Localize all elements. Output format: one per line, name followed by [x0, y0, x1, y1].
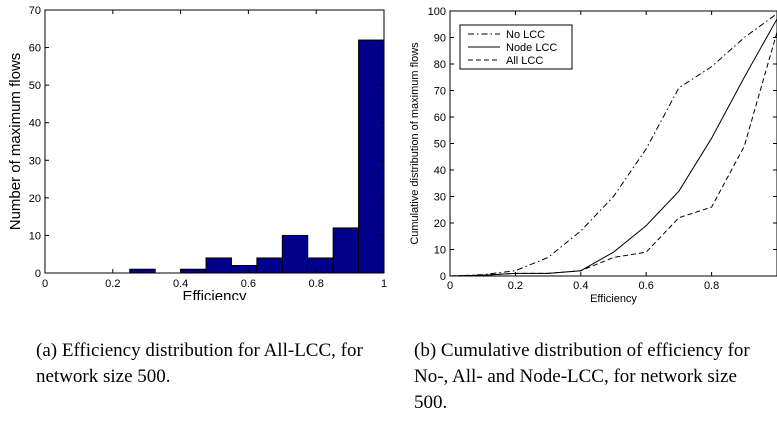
y-tick-label: 20 [434, 218, 446, 230]
y-tick-label: 30 [434, 192, 446, 204]
x-axis-label: Efficiency [183, 288, 247, 300]
y-tick-label: 50 [29, 80, 41, 92]
histogram-bar [256, 257, 283, 274]
y-tick-label: 40 [29, 118, 41, 130]
legend-label: All LCC [506, 55, 543, 67]
y-tick-label: 70 [29, 5, 41, 17]
x-tick-label: 0.6 [241, 278, 256, 290]
x-tick-label: 0.8 [704, 280, 719, 292]
y-axis-label: Number of maximum flows [7, 53, 24, 231]
histogram-bar [358, 39, 385, 274]
x-tick-label: 0.8 [309, 278, 324, 290]
series-line-node-lcc [449, 18, 777, 277]
x-tick-label: 0.2 [105, 278, 120, 290]
caption-b: (b) Cumulative distribution of efficienc… [414, 340, 750, 413]
histogram-bar [205, 257, 232, 274]
cumulative-distribution-chart: 0 0.2 0.4 0.6 0.8 0 10 20 30 40 50 60 70 80 90 100 Effic… [395, 0, 777, 320]
x-axis-label: Efficiency [590, 293, 637, 305]
cumulative-distribution-svg: 0 0.2 0.4 0.6 0.8 0 10 20 30 40 50 60 70 80 90 100 Effic… [409, 6, 777, 305]
x-tick-label: 0.4 [573, 280, 588, 292]
histogram-bar [230, 264, 258, 274]
histogram-bar [281, 234, 309, 274]
series-line-all-lcc [449, 32, 777, 277]
histogram-bar [332, 227, 360, 274]
y-tick-label: 0 [440, 271, 446, 283]
y-tick-label: 10 [29, 230, 41, 242]
histogram-bar [180, 268, 207, 274]
x-tick-label: 0 [447, 280, 453, 292]
y-tick-label: 90 [434, 33, 446, 45]
legend-label: No LCC [506, 29, 545, 41]
x-tick-label: 0.4 [173, 278, 188, 290]
efficiency-histogram-chart: 0 0.2 0.4 0.6 0.8 1 0 10 20 30 40 50 60 70 Efficiency N… [0, 0, 400, 305]
x-tick-label: 0.6 [639, 280, 654, 292]
y-tick-label: 50 [434, 139, 446, 151]
y-tick-label: 10 [434, 245, 446, 257]
y-tick-label: 60 [434, 112, 446, 124]
y-tick-label: 30 [29, 155, 41, 167]
legend-label: Node LCC [506, 42, 557, 54]
y-tick-label: 100 [428, 6, 446, 18]
caption-a: (a) Efficiency distribution for All-LCC,… [36, 340, 363, 387]
y-tick-label: 60 [29, 43, 41, 55]
x-tick-label: 1 [381, 278, 387, 290]
x-tick-label: 0 [42, 278, 48, 290]
y-axis-label: Cumulative distribution of maximum flows [409, 42, 421, 245]
efficiency-histogram-svg: 0 0.2 0.4 0.6 0.8 1010203040506070EfficiencyN… [7, 5, 387, 305]
y-tick-label: 40 [434, 165, 446, 177]
y-tick-label: 80 [434, 59, 446, 71]
y-tick-label: 20 [29, 193, 41, 205]
x-tick-label: 0.2 [508, 280, 523, 292]
y-tick-label: 0 [35, 268, 41, 280]
series-line-no-lcc [449, 13, 777, 277]
histogram-bar [307, 257, 334, 274]
histogram-bar [129, 268, 156, 274]
y-tick-label: 70 [434, 86, 446, 98]
